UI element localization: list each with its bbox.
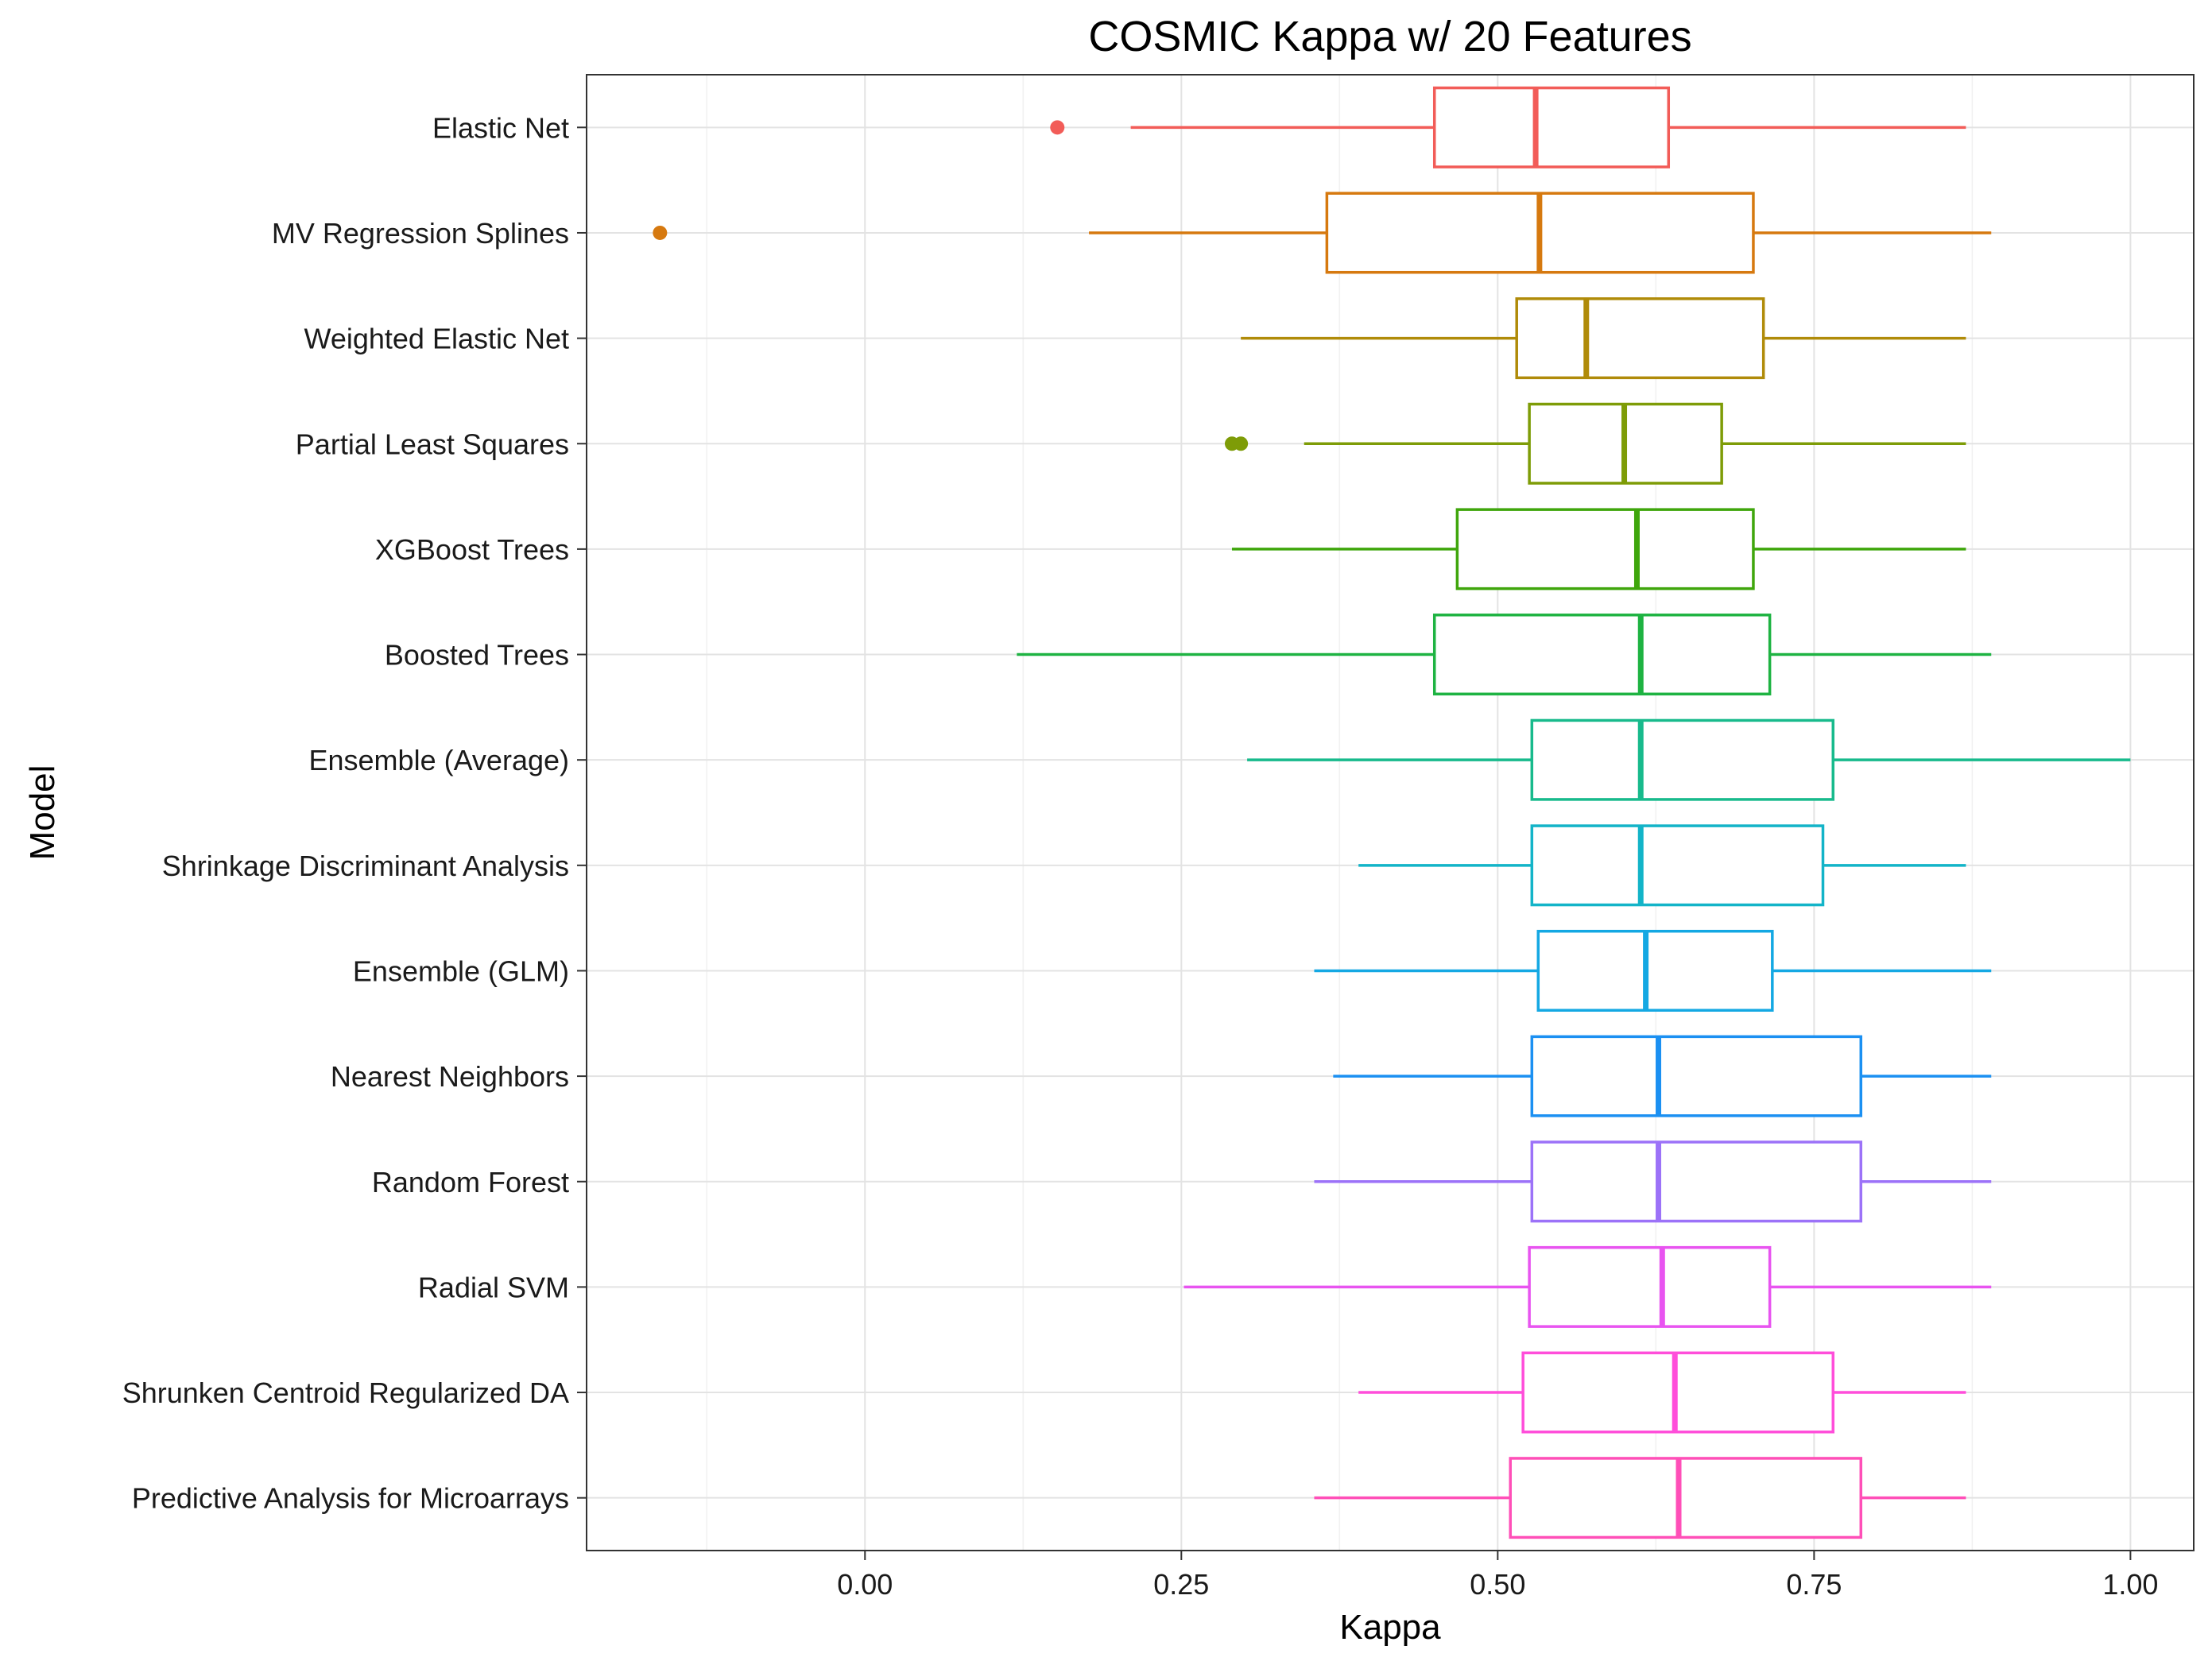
box-plot-boosted-trees [1017,614,1992,696]
y-tick-label: Predictive Analysis for Microarrays [132,1482,569,1515]
box-plot-radial-svm [1183,1245,1992,1328]
y-tick-label: Partial Least Squares [296,428,569,460]
box-iqr [1432,86,1671,168]
box-plot-shrinkage-discriminant-analysis [1358,824,1966,907]
box-iqr [1528,1245,1772,1328]
grid-lines [587,75,2194,1551]
x-tick-label: 0.50 [1470,1568,1525,1601]
x-tick-label: 1.00 [2102,1568,2158,1601]
y-tick-label: Elastic Net [432,111,569,144]
x-tick-label: 0.25 [1153,1568,1209,1601]
x-axis-title: Kappa [1339,1608,1441,1647]
plot-panel-border [586,74,2195,1551]
y-tick-label: MV Regression Splines [272,217,569,250]
box-plot-ensemble-glm [1314,929,1992,1012]
y-axis-ticks: Predictive Analysis for Microarrays Shrun… [122,111,587,1515]
box-plot-ensemble-average [1247,718,2131,801]
box-iqr [1530,718,1834,801]
box-plot-shrunken-centroid-regularized-da [1358,1351,1966,1434]
box-plot-random-forest [1314,1140,1992,1223]
y-tick-label: Radial SVM [418,1271,569,1303]
y-tick-label: Weighted Elastic Net [304,323,570,355]
box-plot-elastic-net [1050,86,1966,168]
y-tick-label: Shrunken Centroid Regularized DA [122,1377,569,1409]
box-iqr [1509,1457,1863,1539]
y-tick-label: Boosted Trees [385,639,569,672]
box-iqr [1515,297,1765,380]
box-iqr [1521,1351,1834,1434]
y-tick-label: Random Forest [372,1166,569,1198]
y-tick-label: XGBoost Trees [375,533,569,566]
x-axis-ticks: 0.00 0.25 0.50 0.75 1.00 [837,1551,2158,1601]
box-iqr [1536,929,1774,1012]
box-plots [653,86,2131,1539]
box-plot-partial-least-squares [1224,402,1966,485]
box-iqr [1530,1140,1863,1223]
y-axis-title: Model [23,765,62,861]
outlier-point [653,225,668,240]
x-tick-label: 0.00 [837,1568,893,1601]
outlier-point [1050,120,1065,135]
box-plot-nearest-neighbors [1333,1035,1992,1117]
box-plot-mv-regression-splines [653,192,1992,274]
box-iqr [1455,508,1755,590]
box-iqr [1530,1035,1863,1117]
y-tick-label: Nearest Neighbors [331,1060,569,1093]
box-plot-xgboost-trees [1231,508,1966,590]
y-tick-label: Ensemble (GLM) [353,954,569,987]
chart-title: COSMIC Kappa w/ 20 Features [1088,13,1691,60]
x-tick-label: 0.75 [1786,1568,1842,1601]
y-tick-label: Ensemble (Average) [309,744,570,776]
box-iqr [1530,824,1825,907]
outlier-point [1234,436,1249,451]
box-plot-weighted-elastic-net [1241,297,1966,380]
box-plot-predictive-analysis-for-microarrays [1314,1457,1966,1539]
box-iqr [1432,614,1772,696]
y-tick-label: Shrinkage Discriminant Analysis [162,850,569,882]
